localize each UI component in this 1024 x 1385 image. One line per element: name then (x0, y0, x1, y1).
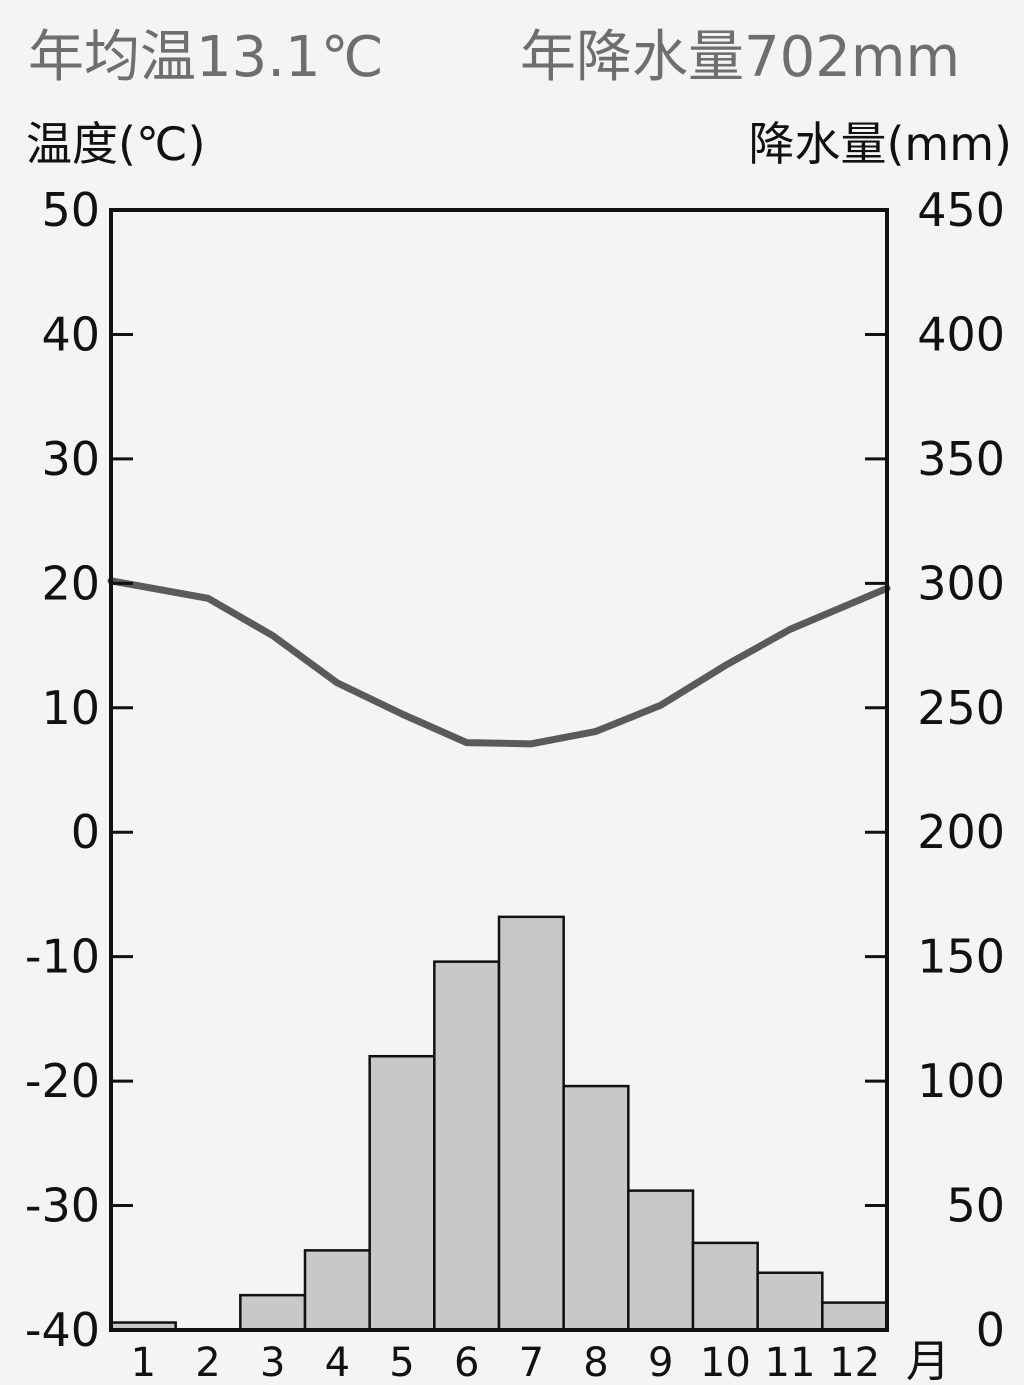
right-tick-label-300: 300 (917, 556, 1005, 610)
left-tick-label--40: -40 (25, 1303, 100, 1357)
x-axis-title: 月 (906, 1336, 950, 1385)
left-tick-label--20: -20 (25, 1054, 100, 1108)
precip-bar-4 (303, 1249, 371, 1332)
precip-bar-5 (368, 1054, 436, 1332)
x-tick-label-3: 3 (260, 1340, 285, 1385)
precip-bar-10 (691, 1241, 759, 1332)
x-tick-label-10: 10 (700, 1340, 751, 1385)
x-tick-label-1: 1 (131, 1340, 156, 1385)
precip-bar-6 (433, 960, 501, 1332)
x-tick-label-5: 5 (389, 1340, 414, 1385)
precipitation-bars (109, 915, 889, 1332)
x-tick-label-4: 4 (325, 1340, 350, 1385)
x-tick-label-11: 11 (765, 1340, 816, 1385)
right-tick-label-0: 0 (976, 1303, 1005, 1357)
right-tick-label-450: 450 (917, 183, 1005, 237)
left-axis-title: 温度(℃) (26, 117, 206, 171)
annual-precipitation: 年降水量702mm (520, 25, 960, 90)
right-tick-label-100: 100 (917, 1054, 1005, 1108)
x-tick-label-12: 12 (829, 1340, 880, 1385)
right-tick-label-250: 250 (917, 681, 1005, 735)
right-tick-label-400: 400 (917, 307, 1005, 361)
precip-bar-7 (497, 915, 565, 1332)
x-tick-label-9: 9 (648, 1340, 673, 1385)
left-tick-label-0: 0 (71, 805, 100, 859)
axis-ticks (111, 332, 887, 1208)
right-tick-label-150: 150 (917, 930, 1005, 984)
x-tick-label-2: 2 (195, 1340, 220, 1385)
right-tick-label-350: 350 (917, 432, 1005, 486)
annual-mean-temp: 年均温13.1℃ (28, 25, 384, 90)
precip-bar-12 (821, 1301, 889, 1332)
left-tick-label-20: 20 (41, 556, 100, 610)
left-tick-label-10: 10 (41, 681, 100, 735)
precip-bar-3 (239, 1293, 307, 1332)
left-tick-label--10: -10 (25, 930, 100, 984)
axis-labels: 50403020100-10-20-30-4045040035030025020… (25, 183, 1005, 1385)
left-tick-label-50: 50 (41, 183, 100, 237)
right-tick-label-200: 200 (917, 805, 1005, 859)
temperature-line (107, 577, 891, 748)
plot-frame (109, 208, 889, 1332)
precip-bar-9 (627, 1189, 695, 1332)
precip-bar-8 (562, 1084, 630, 1332)
left-tick-label--30: -30 (25, 1179, 100, 1233)
x-tick-label-6: 6 (454, 1340, 479, 1385)
temperature-series (107, 577, 891, 748)
right-tick-label-50: 50 (946, 1179, 1005, 1233)
precip-bar-11 (756, 1271, 824, 1332)
right-axis-title: 降水量(mm) (748, 117, 1012, 171)
x-tick-label-8: 8 (583, 1340, 608, 1385)
left-tick-label-30: 30 (41, 432, 100, 486)
x-tick-label-7: 7 (519, 1340, 544, 1385)
left-tick-label-40: 40 (41, 307, 100, 361)
